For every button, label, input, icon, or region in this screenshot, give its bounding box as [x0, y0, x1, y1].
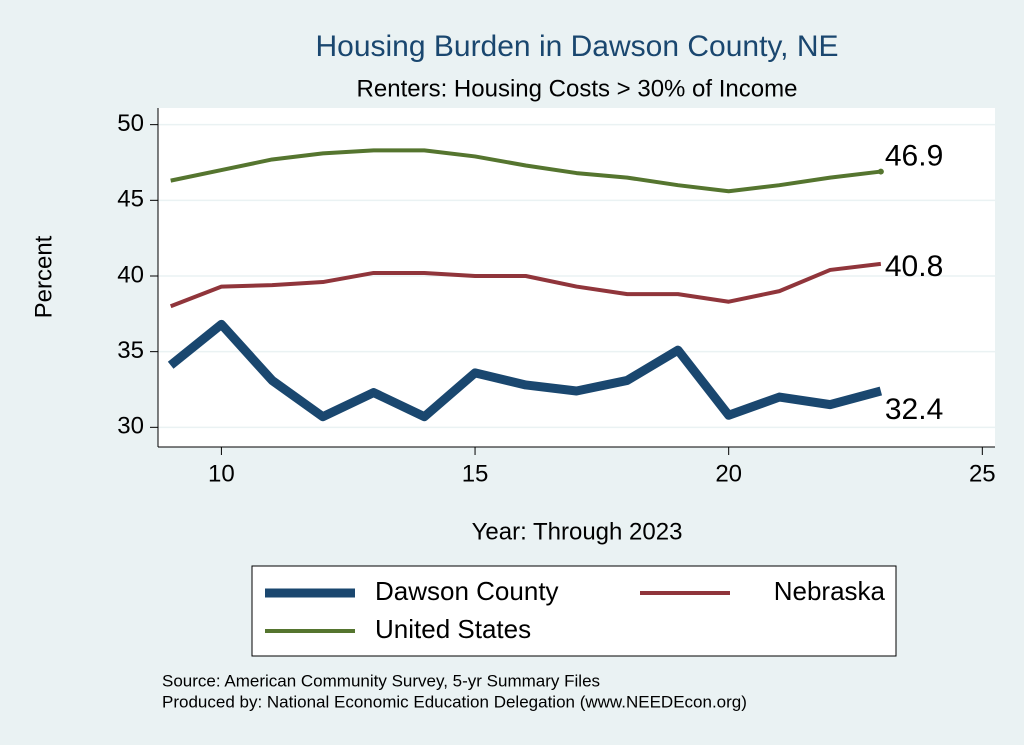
series-line	[169, 261, 882, 309]
source-note: Source: American Community Survey, 5-yr …	[162, 671, 600, 690]
end-label: 46.9	[885, 139, 943, 172]
y-axis-label: Percent	[30, 235, 57, 318]
legend-box	[251, 565, 897, 657]
y-tick-label: 35	[117, 337, 144, 364]
legend-label: United States	[375, 614, 531, 644]
y-tick-label: 45	[117, 186, 144, 213]
x-tick-label: 25	[969, 460, 996, 487]
end-label: 32.4	[885, 393, 943, 426]
x-tick-label: 20	[715, 460, 742, 487]
series-line	[167, 319, 883, 422]
series-line	[170, 148, 882, 194]
legend-label: Dawson County	[375, 576, 559, 606]
end-label: 40.8	[885, 250, 943, 283]
chart-subtitle: Renters: Housing Costs > 30% of Income	[357, 75, 798, 102]
x-axis-label: Year: Through 2023	[472, 518, 683, 545]
y-tick-label: 50	[117, 110, 144, 137]
end-point	[877, 168, 884, 175]
y-tick-label: 40	[117, 261, 144, 288]
chart-title: Housing Burden in Dawson County, NE	[315, 30, 838, 63]
x-tick-label: 10	[208, 460, 235, 487]
y-tick-label: 30	[117, 413, 144, 440]
x-tick-label: 15	[462, 460, 489, 487]
source-note: Produced by: National Economic Education…	[162, 692, 747, 711]
legend-label: Nebraska	[774, 576, 886, 606]
